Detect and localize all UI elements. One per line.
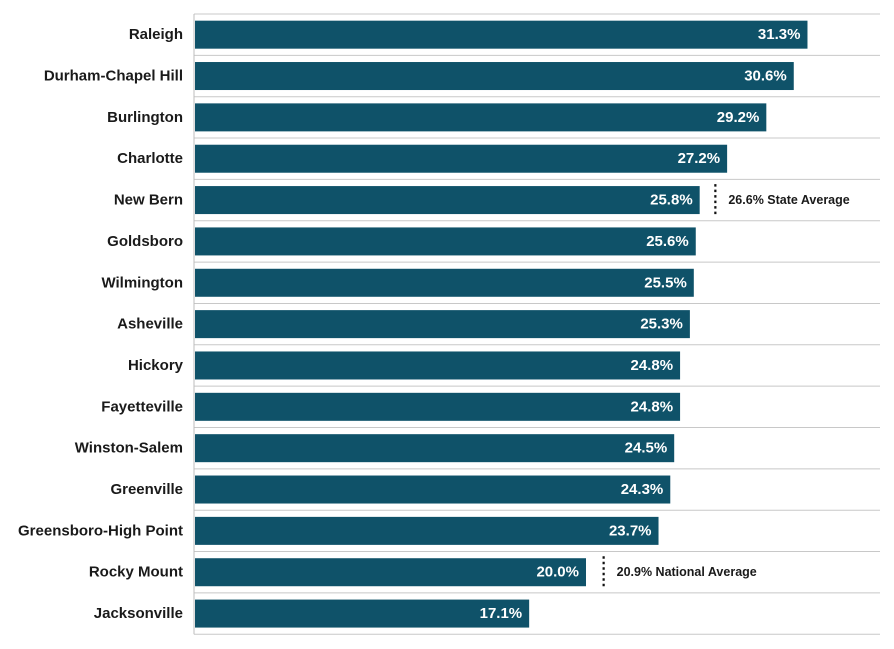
category-label: Rocky Mount: [89, 564, 183, 581]
value-label: 23.7%: [609, 522, 652, 539]
bar: [195, 599, 530, 628]
value-label: 25.5%: [644, 274, 687, 291]
bar: [195, 392, 681, 421]
bar: [195, 475, 671, 504]
bar: [195, 516, 659, 545]
bar: [195, 227, 696, 256]
category-label: Jacksonville: [94, 605, 183, 622]
value-label: 20.0%: [536, 564, 579, 581]
bar: [195, 268, 694, 297]
category-label: Wilmington: [101, 274, 183, 291]
category-label: Fayetteville: [101, 398, 183, 415]
category-label: Goldsboro: [107, 233, 183, 250]
value-label: 25.3%: [640, 316, 683, 333]
value-label: 31.3%: [758, 26, 801, 43]
bar: [195, 351, 681, 380]
value-label: 27.2%: [678, 150, 721, 167]
value-label: 24.8%: [631, 357, 674, 374]
value-label: 25.6%: [646, 233, 689, 250]
category-label: Durham-Chapel Hill: [44, 68, 183, 85]
category-label: Asheville: [117, 316, 183, 333]
bar: [195, 434, 675, 463]
bar: [195, 310, 690, 339]
category-label: Hickory: [128, 357, 184, 374]
reference-label: 26.6% State Average: [728, 193, 849, 207]
value-label: 25.8%: [650, 192, 693, 209]
category-label: Charlotte: [117, 150, 183, 167]
bar: [195, 144, 728, 173]
value-label: 29.2%: [717, 109, 760, 126]
category-label: Greensboro-High Point: [18, 522, 183, 539]
bar: [195, 103, 767, 132]
value-label: 17.1%: [480, 605, 523, 622]
value-label: 24.3%: [621, 481, 664, 498]
bar: [195, 558, 586, 587]
value-label: 24.5%: [625, 440, 668, 457]
category-label: Raleigh: [129, 26, 183, 43]
value-label: 30.6%: [744, 68, 787, 85]
bar: [195, 186, 700, 215]
category-label: Burlington: [107, 109, 183, 126]
bar: [195, 62, 794, 91]
category-label: Winston-Salem: [75, 440, 183, 457]
category-label: New Bern: [114, 192, 183, 209]
category-label: Greenville: [110, 481, 183, 498]
value-label: 24.8%: [631, 398, 674, 415]
reference-label: 20.9% National Average: [617, 565, 757, 579]
bar: [195, 20, 808, 49]
